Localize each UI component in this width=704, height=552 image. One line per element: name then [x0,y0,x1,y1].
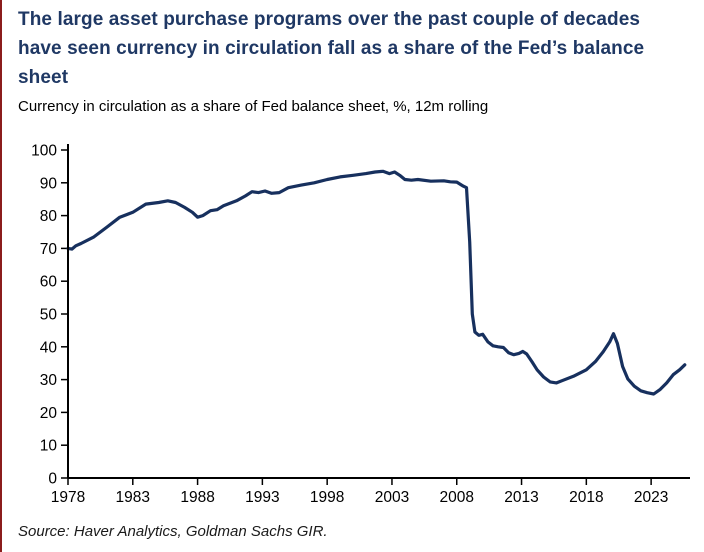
x-tick-label: 2008 [440,489,474,506]
y-tick-label: 30 [40,372,58,389]
y-tick-label: 90 [40,175,58,192]
x-tick-label: 2013 [504,489,538,506]
x-tick-label: 2018 [569,489,603,506]
y-tick-label: 20 [40,405,58,422]
x-tick-label: 1998 [310,489,344,506]
data-line [66,169,687,396]
y-tick-label: 70 [40,241,58,258]
y-tick-label: 50 [40,307,58,324]
chart-subtitle: Currency in circulation as a share of Fe… [18,98,489,115]
x-tick-label: 2003 [375,489,409,506]
x-tick-label: 1978 [51,489,85,506]
x-tick-label: 2023 [634,489,668,506]
left-accent-rule [0,0,2,552]
y-tick-label: 100 [31,143,57,160]
x-tick-label: 1983 [116,489,150,506]
chart-title: The large asset purchase programs over t… [18,9,645,88]
x-tick-label: 1988 [180,489,214,506]
y-tick-label: 10 [40,438,58,455]
y-tick-label: 60 [40,274,58,291]
y-tick-label: 80 [40,208,58,225]
line-chart: 0 10 20 30 40 50 60 70 80 90 100 1978 1983 1988 1993 19… [31,143,690,506]
y-tick-label: 40 [40,339,58,356]
y-tick-label: 0 [48,471,57,488]
chart-area: 0 10 20 30 40 50 60 70 80 90 100 1978 1983 1988 1993 19… [0,130,704,512]
source-note: Source: Haver Analytics, Goldman Sachs G… [18,523,328,540]
x-tick-label: 1993 [245,489,279,506]
